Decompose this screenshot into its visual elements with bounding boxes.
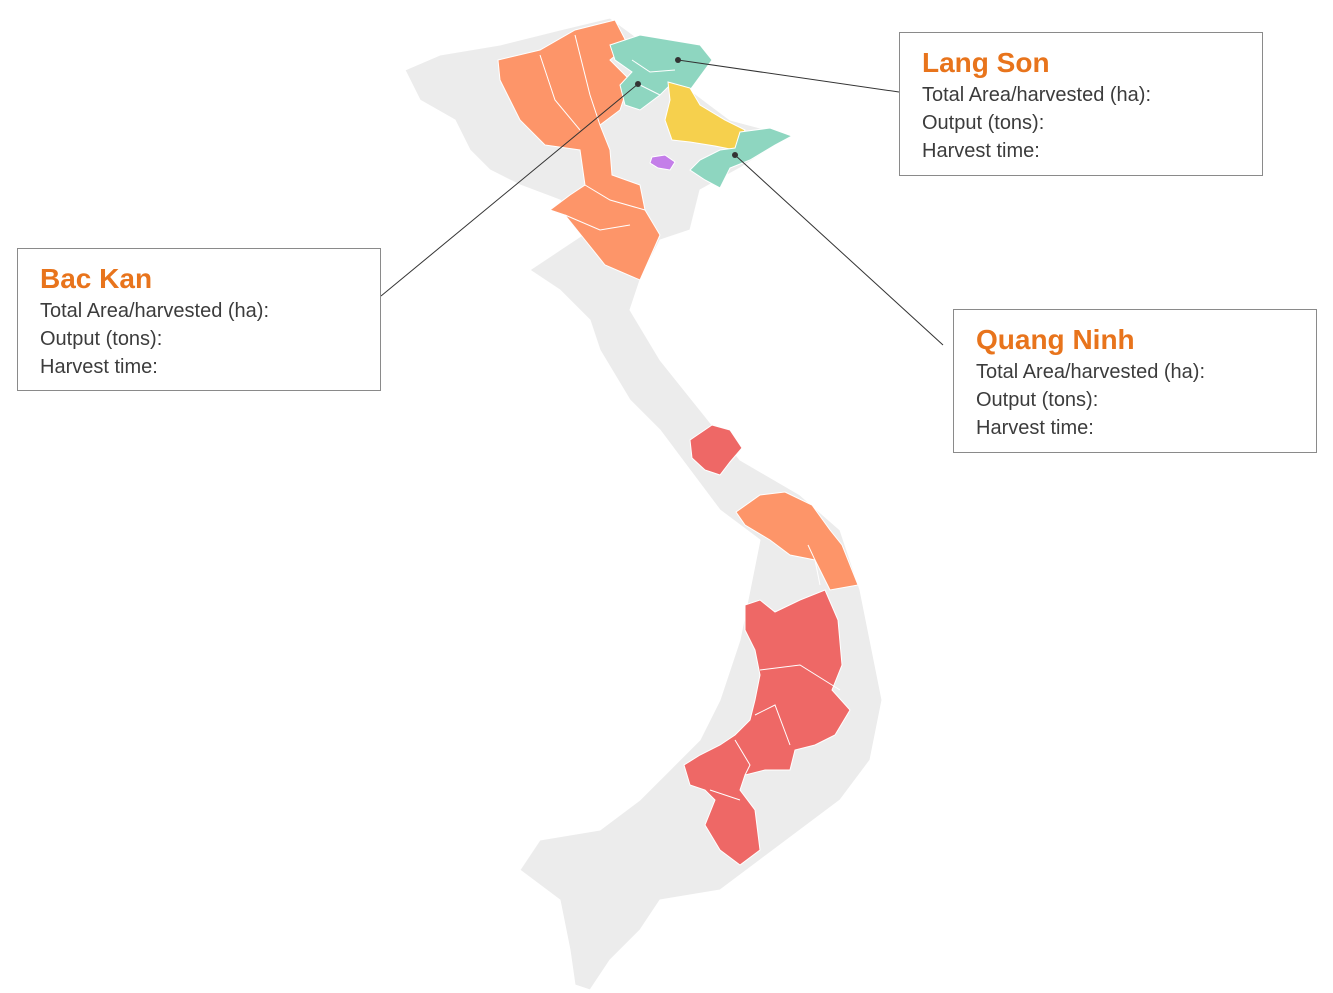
- province-border: [539, 34, 646, 231]
- callout-title: Quang Ninh: [976, 324, 1135, 355]
- region-purple: [649, 154, 676, 171]
- callout-quang-ninh: Quang Ninh Total Area/harvested (ha): Ou…: [953, 309, 1317, 453]
- callout-row-area: Total Area/harvested (ha):: [922, 84, 1152, 106]
- province-border: [631, 59, 676, 96]
- province-border: [709, 664, 841, 801]
- callout-row-harvest: Harvest time:: [922, 140, 1040, 162]
- region-quang-ninh-teal: [689, 127, 794, 189]
- callout-row-harvest: Harvest time:: [976, 417, 1094, 439]
- region-central-red: [689, 424, 743, 476]
- leader-line-bac-kan: [380, 83, 639, 297]
- callout-title: Bac Kan: [40, 263, 153, 294]
- region-lang-son-teal: [609, 34, 713, 111]
- leader-line-lang-son: [677, 59, 900, 93]
- callout-row-area: Total Area/harvested (ha):: [976, 361, 1206, 383]
- region-central-orange: [735, 491, 859, 591]
- province-border: [807, 544, 821, 586]
- callout-row-output: Output (tons):: [922, 112, 1045, 134]
- callout-row-output: Output (tons):: [40, 328, 163, 350]
- callout-lang-son: Lang Son Total Area/harvested (ha): Outp…: [899, 32, 1263, 176]
- marker-quang-ninh: [732, 152, 738, 158]
- marker-lang-son: [675, 57, 681, 63]
- leader-line-quang-ninh: [734, 154, 944, 346]
- callout-title: Lang Son: [922, 47, 1050, 78]
- marker-bac-kan: [635, 81, 641, 87]
- callout-bac-kan: Bac Kan Total Area/harvested (ha): Outpu…: [17, 248, 381, 391]
- callout-row-area: Total Area/harvested (ha):: [40, 300, 270, 322]
- region-yellow: [664, 81, 746, 151]
- callout-row-harvest: Harvest time:: [40, 356, 158, 378]
- callout-row-output: Output (tons):: [976, 389, 1099, 411]
- leader-lines: [380, 57, 944, 346]
- region-highlands-red: [683, 589, 851, 866]
